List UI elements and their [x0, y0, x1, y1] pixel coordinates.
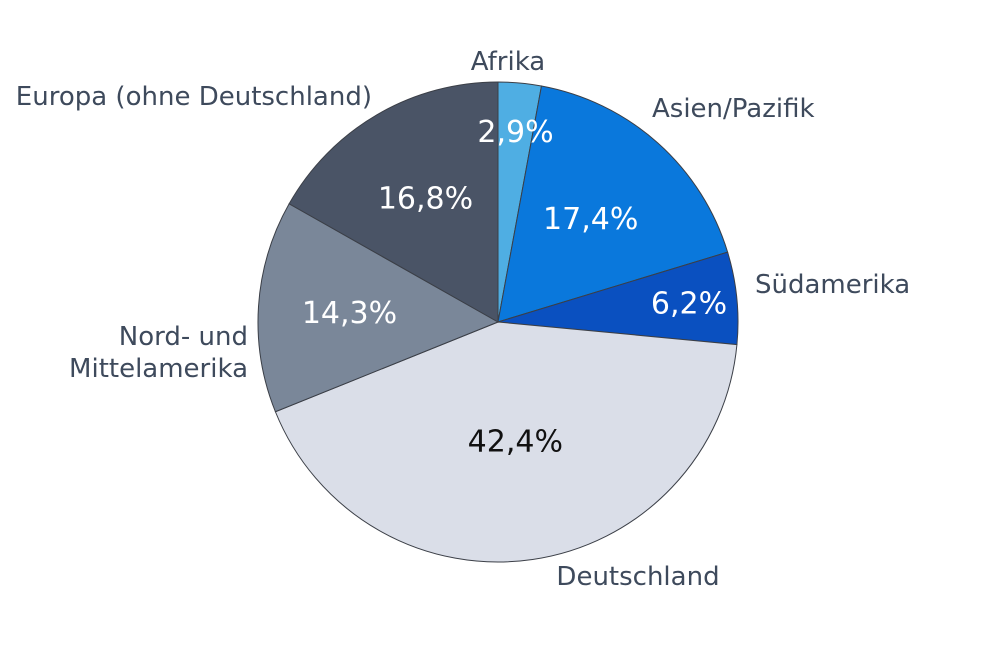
pie-slice-5 — [288, 81, 499, 323]
pie-category-label-line: Mittelamerika — [69, 354, 248, 384]
pie-slice-1 — [497, 85, 729, 323]
pie-category-labels: Afrika Asien/Pazifik Südamerika Deutschland… — [16, 47, 910, 592]
pie-value-label-3: 42,4% — [468, 425, 563, 460]
pie-category-label-line: Nord- und — [119, 322, 248, 352]
pie-value-label-4: 14,3% — [302, 296, 397, 331]
pie-value-labels: 2,9% 17,4% 6,2% 42,4% 14,3% 16,8% — [302, 115, 727, 460]
pie-value-label-5: 16,8% — [378, 182, 473, 217]
pie-category-label-4: Nord- und Mittelamerika — [69, 322, 248, 384]
pie-category-label-5: Europa (ohne Deutschland) — [16, 82, 372, 112]
pie-slices — [257, 81, 739, 563]
pie-category-label-3: Deutschland — [556, 562, 719, 592]
pie-value-label-0: 2,9% — [477, 115, 553, 150]
pie-value-label-1: 17,4% — [543, 202, 638, 237]
pie-category-label-2: Südamerika — [755, 270, 910, 300]
pie-category-label-0: Afrika — [471, 47, 545, 77]
pie-slice-3 — [274, 321, 738, 563]
pie-slice-4 — [257, 203, 500, 413]
pie-category-label-1: Asien/Pazifik — [652, 94, 815, 124]
pie-value-label-2: 6,2% — [651, 287, 727, 322]
